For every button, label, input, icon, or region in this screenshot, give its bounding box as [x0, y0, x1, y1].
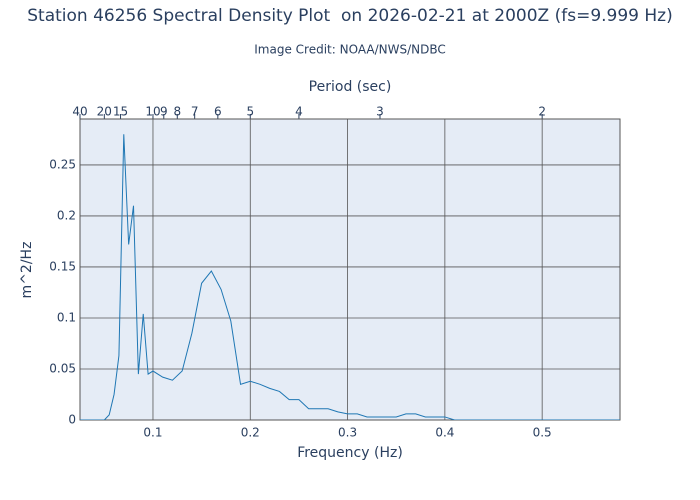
x-tick-label: 0.4	[435, 426, 454, 440]
y-tick-label: 0.25	[49, 157, 76, 171]
x-tick-label: 0.5	[533, 426, 552, 440]
subtitle: Image Credit: NOAA/NWS/NDBC	[254, 43, 445, 57]
x2-tick-label: 40	[72, 105, 87, 119]
data-line	[80, 134, 620, 420]
x-tick-label: 0.3	[338, 426, 357, 440]
x-tick-label: 0.2	[241, 426, 260, 440]
chart-title: Station 46256 Spectral Density Plot on 2…	[27, 6, 673, 26]
plot-area	[80, 119, 620, 420]
x2-tick-label: 4	[295, 105, 303, 119]
x2-tick-label: 10	[145, 105, 160, 119]
x2-axis-title: Period (sec)	[309, 79, 392, 95]
x2-tick-label: 6	[214, 105, 222, 119]
x2-tick-label: 9	[160, 105, 168, 119]
x-axis-title: Frequency (Hz)	[297, 445, 403, 461]
x2-tick-label: 3	[376, 105, 384, 119]
y-axis-title: m^2/Hz	[19, 242, 35, 299]
y-tick-label: 0.1	[57, 310, 76, 324]
x2-tick-label: 7	[191, 105, 199, 119]
x2-tick-label: 15	[113, 105, 128, 119]
y-tick-label: 0.2	[57, 208, 76, 222]
x2-tick-label: 2	[538, 105, 546, 119]
plot-border	[79, 118, 621, 421]
x2-tick-label: 8	[173, 105, 181, 119]
y-tick-label: 0.15	[49, 259, 76, 273]
x-tick-label: 0.1	[143, 426, 162, 440]
x2-tick-label: 20	[97, 105, 112, 119]
y-tick-label: 0.05	[49, 361, 76, 375]
x2-tick-label: 5	[246, 105, 254, 119]
y-tick-label: 0	[68, 413, 76, 427]
